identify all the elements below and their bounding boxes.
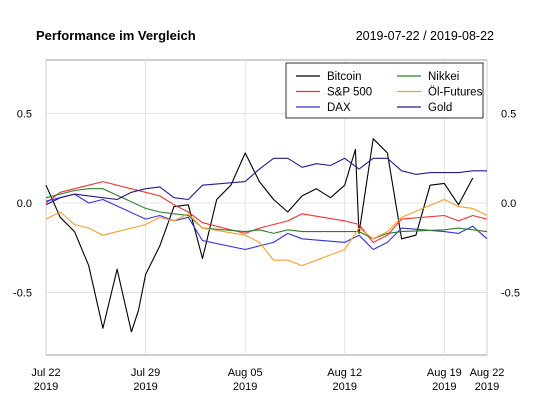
date-range: 2019-07-22 / 2019-08-22 xyxy=(356,29,494,43)
legend-label: DAX xyxy=(327,102,351,114)
y-tick-label-right: 0.0 xyxy=(501,198,516,210)
legend-label: Öl-Futures xyxy=(428,87,483,99)
x-tick-year-label: 2019 xyxy=(34,381,58,393)
series-line-dax xyxy=(45,193,488,251)
series-line-s-p-500 xyxy=(45,181,488,243)
legend-label: Nikkei xyxy=(428,71,459,83)
x-tick-year-label: 2019 xyxy=(475,381,499,393)
y-tick-label-right: -0.5 xyxy=(501,287,520,299)
x-tick-year-label: 2019 xyxy=(432,381,456,393)
y-tick-label-left: 0.5 xyxy=(17,109,32,121)
legend-label: S&P 500 xyxy=(327,87,372,99)
x-tick-label: Aug 22 xyxy=(470,367,505,379)
y-tick-label-right: 0.5 xyxy=(501,109,516,121)
legend-box xyxy=(285,62,484,119)
chart-title: Performance im Vergleich xyxy=(36,28,196,43)
plot-area: 0.5 0.5 0.0 0.0 -0.5 -0.5 Jul 22 2019 Jul 29 2019… xyxy=(13,59,520,393)
series-line-gold xyxy=(45,157,487,206)
x-tick-label: Aug 05 xyxy=(228,367,263,379)
x-tick-year-label: 2019 xyxy=(233,381,257,393)
x-tick-year-label: 2019 xyxy=(332,381,356,393)
series-line-nikkei xyxy=(45,188,488,240)
x-tick-year-label: 2019 xyxy=(133,381,157,393)
y-tick-label-left: 0.0 xyxy=(17,198,32,210)
series-line-bitcoin xyxy=(45,138,474,333)
legend-label: Gold xyxy=(428,102,452,114)
x-tick-label: Jul 29 xyxy=(131,367,160,379)
series-line-l-futures xyxy=(45,198,488,267)
x-tick-label: Jul 22 xyxy=(31,367,60,379)
legend-label: Bitcoin xyxy=(327,71,362,83)
x-tick-label: Aug 12 xyxy=(327,367,362,379)
legend: Bitcoin Nikkei S&P 500 Öl-Futures DAX Gold xyxy=(285,62,484,119)
y-tick-label-left: -0.5 xyxy=(13,287,32,299)
x-tick-label: Aug 19 xyxy=(427,367,462,379)
